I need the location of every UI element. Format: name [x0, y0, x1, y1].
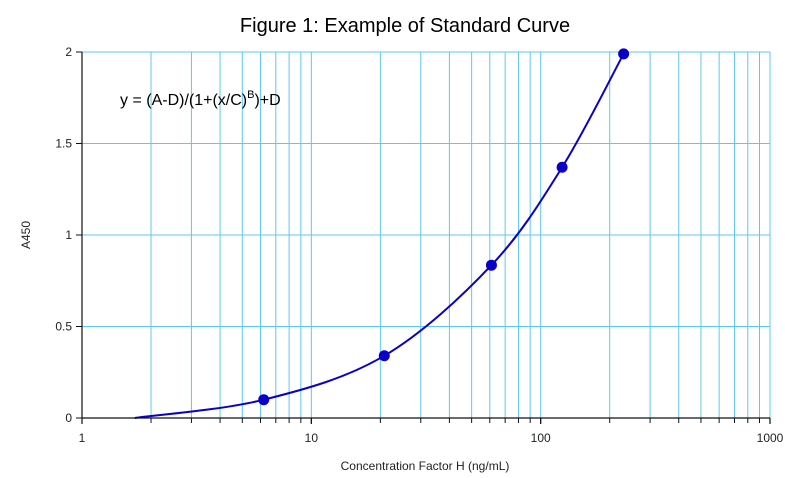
data-point	[258, 394, 270, 406]
y-tick-label: 0	[65, 411, 72, 425]
x-tick-label: 10	[305, 431, 319, 445]
data-points	[258, 48, 630, 406]
x-tick-label: 100	[531, 431, 551, 445]
y-axis-label: A450	[19, 221, 33, 249]
y-tick-label: 1.5	[55, 137, 72, 151]
x-tick-label: 1000	[757, 431, 784, 445]
chart-title: Figure 1: Example of Standard Curve	[240, 15, 570, 37]
data-point	[485, 259, 497, 271]
x-tick-label: 1	[79, 431, 86, 445]
fit-curve	[134, 53, 625, 419]
y-tick-label: 2	[65, 45, 72, 59]
y-tick-label: 1	[65, 228, 72, 242]
tick-labels: 0 0.5 1 1.5 2 1 10 100 1000	[55, 45, 783, 445]
x-axis-label: Concentration Factor H (ng/mL)	[341, 459, 510, 473]
y-tick-label: 0.5	[55, 320, 72, 334]
equation-superscript: B	[247, 89, 254, 101]
gridlines	[82, 51, 771, 418]
fit-curve-layer	[134, 53, 625, 419]
data-point	[618, 48, 630, 60]
axes	[76, 51, 771, 424]
data-point	[378, 350, 390, 362]
equation-annotation: y = (A-D)/(1+(x/C)B)+D	[120, 89, 281, 109]
data-point	[556, 161, 568, 173]
